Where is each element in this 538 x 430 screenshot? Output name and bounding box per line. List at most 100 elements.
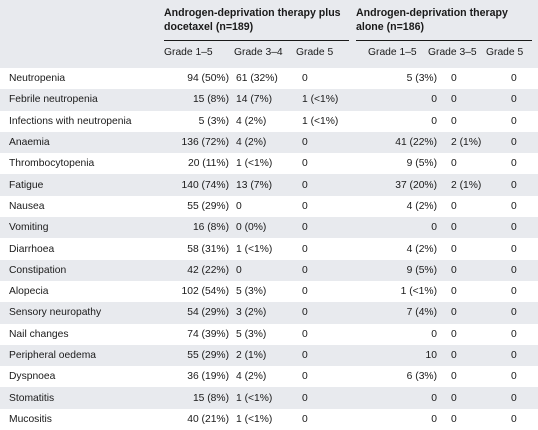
table-cell: 15 (8%)	[192, 94, 229, 106]
table-body: Neutropenia 94 (50%) 61 (32%) 0 5 (3%) 0 0 Febr…	[0, 68, 538, 430]
table-row: Febrile neutropenia 15 (8%) 14 (7%) 1 (<1%)…	[0, 89, 538, 111]
table-cell: 5 (3%)	[236, 286, 267, 298]
table-cell: 94 (50%)	[187, 73, 229, 85]
table-cell: 0	[511, 286, 517, 298]
col-header-grade-1-5-docetaxel: Grade 1–5	[164, 47, 213, 58]
table-cell: 4 (2%)	[236, 371, 267, 383]
table-cell: 0	[451, 328, 457, 340]
table-cell: 0	[431, 115, 437, 127]
table-cell: 0	[302, 413, 308, 425]
table-cell: 1 (<1%)	[236, 158, 273, 170]
group-header-adt-alone: Androgen-deprivation therapy alone (n=18…	[356, 7, 508, 33]
table-row: Anaemia 136 (72%) 4 (2%) 0 41 (22%) 2 (1%) 0	[0, 131, 538, 154]
table-row: Nail changes 74 (39%) 5 (3%) 0 0 0 0	[0, 324, 538, 345]
table-cell: 0	[511, 137, 517, 149]
table-cell: 2 (1%)	[236, 350, 267, 361]
table-cell: 0	[511, 328, 517, 340]
row-label: Alopecia	[9, 286, 49, 298]
table-cell: 58 (31%)	[187, 243, 229, 255]
table-cell: 0	[236, 264, 242, 276]
table-cell: 0	[451, 392, 457, 404]
table-cell: 0	[302, 243, 308, 255]
table-cell: 0	[511, 264, 517, 276]
table-cell: 4 (2%)	[236, 115, 267, 127]
table-cell: 0	[511, 94, 517, 106]
table-cell: 0	[451, 413, 457, 425]
table-cell: 4 (2%)	[406, 200, 437, 212]
table-cell: 1 (<1%)	[400, 286, 437, 298]
table-cell: 0	[431, 413, 437, 425]
table-cell: 14 (7%)	[236, 94, 273, 106]
table-cell: 0	[511, 158, 517, 170]
table-cell: 61 (32%)	[236, 73, 278, 85]
table-cell: 0	[451, 73, 457, 85]
table-row: Vomiting 16 (8%) 0 (0%) 0 0 0 0	[0, 217, 538, 239]
table-cell: 0	[236, 200, 242, 212]
row-label: Diarrhoea	[9, 243, 55, 255]
table-cell: 9 (5%)	[406, 264, 437, 276]
table-cell: 7 (4%)	[406, 307, 437, 319]
table-row: Thrombocytopenia 20 (11%) 1 (<1%) 0 9 (5%) 0 0	[0, 153, 538, 174]
table-cell: 20 (11%)	[187, 158, 229, 170]
table-cell: 0	[451, 307, 457, 319]
group-rule-adt-alone	[356, 40, 532, 41]
row-label: Vomiting	[9, 222, 49, 234]
row-label: Infections with neutropenia	[9, 115, 132, 127]
table-cell: 37 (20%)	[395, 179, 437, 191]
table-cell: 0	[511, 115, 517, 127]
table-header: Androgen-deprivation therapy plus doceta…	[0, 0, 538, 68]
col-header-grade-3-5-adt: Grade 3–5	[428, 47, 477, 58]
table-cell: 0	[302, 179, 308, 191]
table-cell: 5 (3%)	[236, 328, 267, 340]
table-cell: 0	[511, 413, 517, 425]
table-cell: 0	[302, 222, 308, 234]
row-label: Sensory neuropathy	[9, 307, 102, 319]
table-cell: 55 (29%)	[187, 200, 229, 212]
table-cell: 13 (7%)	[236, 179, 273, 191]
row-label: Febrile neutropenia	[9, 94, 98, 106]
table-cell: 136 (72%)	[181, 137, 229, 149]
table-cell: 0	[431, 94, 437, 106]
row-label: Fatigue	[9, 179, 44, 191]
table-cell: 0	[302, 350, 308, 361]
table-row: Dyspnoea 36 (19%) 4 (2%) 0 6 (3%) 0 0	[0, 366, 538, 387]
table-cell: 1 (<1%)	[302, 94, 339, 106]
table-row: Constipation 42 (22%) 0 0 9 (5%) 0 0	[0, 259, 538, 281]
table-cell: 5 (3%)	[406, 73, 437, 85]
table-cell: 0	[511, 222, 517, 234]
row-label: Neutropenia	[9, 73, 66, 85]
table-cell: 54 (29%)	[187, 307, 229, 319]
table-cell: 0	[302, 328, 308, 340]
table-cell: 0	[511, 350, 517, 361]
table-cell: 0	[451, 115, 457, 127]
table-cell: 0	[302, 392, 308, 404]
table-row: Diarrhoea 58 (31%) 1 (<1%) 0 4 (2%) 0 0	[0, 238, 538, 259]
table-cell: 0	[302, 286, 308, 298]
row-label: Stomatitis	[9, 392, 55, 404]
table-row: Alopecia 102 (54%) 5 (3%) 0 1 (<1%) 0 0	[0, 281, 538, 302]
table-cell: 6 (3%)	[406, 371, 437, 383]
table-cell: 0	[451, 158, 457, 170]
table-cell: 10	[425, 350, 437, 361]
table-cell: 0	[302, 264, 308, 276]
table-cell: 15 (8%)	[192, 392, 229, 404]
table-cell: 4 (2%)	[406, 243, 437, 255]
table-cell: 1 (<1%)	[236, 392, 273, 404]
table-cell: 74 (39%)	[187, 328, 229, 340]
row-label: Anaemia	[9, 137, 50, 149]
table-cell: 40 (21%)	[187, 413, 229, 425]
table-cell: 0	[431, 392, 437, 404]
table-cell: 55 (29%)	[187, 350, 229, 361]
table-cell: 102 (54%)	[181, 286, 229, 298]
table-cell: 0	[431, 222, 437, 234]
table-cell: 1 (<1%)	[236, 243, 273, 255]
table-cell: 0	[451, 94, 457, 106]
table-cell: 0	[302, 73, 308, 85]
table-cell: 0	[511, 392, 517, 404]
table-cell: 0	[511, 243, 517, 255]
row-label: Nail changes	[9, 328, 69, 340]
table-row: Mucositis 40 (21%) 1 (<1%) 0 0 0 0	[0, 409, 538, 430]
row-label: Nausea	[9, 200, 45, 212]
table-cell: 5 (3%)	[198, 115, 229, 127]
